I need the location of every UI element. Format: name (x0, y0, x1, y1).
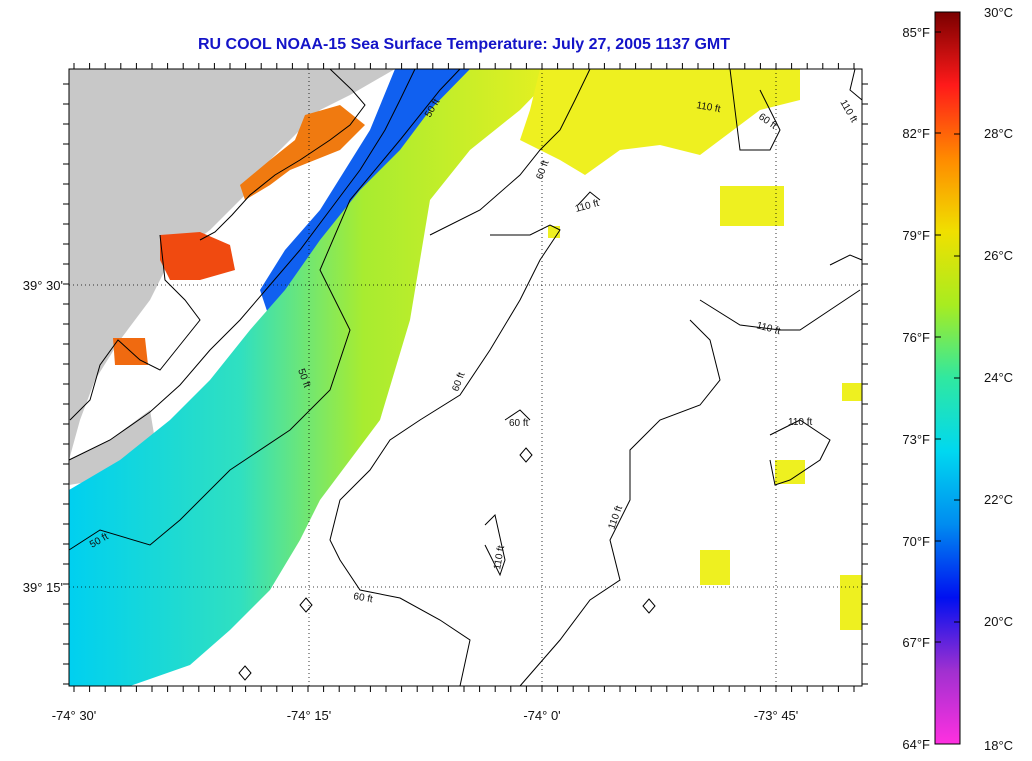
f-label: 67°F (902, 635, 930, 650)
c-label: 26°C (984, 248, 1013, 263)
axis-ticks (63, 63, 868, 692)
c-label: 22°C (984, 492, 1013, 507)
graticule (69, 69, 862, 686)
f-label: 76°F (902, 330, 930, 345)
c-label: 18°C (984, 738, 1013, 753)
map-title: RU COOL NOAA-15 Sea Surface Temperature:… (197, 36, 731, 53)
contour-label: 110 ft (695, 100, 721, 115)
contour-label: 60 ft (352, 591, 373, 605)
lon-label-1: -74° 30' (52, 708, 97, 723)
lat-label-1: 39° 30' (23, 278, 63, 293)
lon-label-3: -74° 0' (523, 708, 560, 723)
c-label: 20°C (984, 614, 1013, 629)
f-label: 73°F (902, 432, 930, 447)
lon-label-2: -74° 15' (287, 708, 332, 723)
lon-label-4: -73° 45' (754, 708, 799, 723)
plot-frame (68, 68, 863, 687)
temperature-colorbar: 85°F 82°F 79°F 76°F 73°F 70°F 67°F 64°F … (902, 5, 1013, 753)
c-label: 24°C (984, 370, 1013, 385)
map-layer (68, 68, 863, 687)
contour-label: 110 ft (788, 417, 812, 428)
sst-map: -74° 30' -74° 15' -74° 0' -73° 45' 39° 3… (23, 63, 868, 723)
f-label: 79°F (902, 228, 930, 243)
f-label: 64°F (902, 737, 930, 752)
f-label: 70°F (902, 534, 930, 549)
f-label: 85°F (902, 25, 930, 40)
contour-label: 60 ft (509, 418, 529, 429)
f-label: 82°F (902, 126, 930, 141)
contour-label: 110 ft (492, 544, 507, 570)
c-label: 28°C (984, 126, 1013, 141)
c-label: 30°C (984, 5, 1013, 20)
lat-label-2: 39° 15' (23, 580, 63, 595)
